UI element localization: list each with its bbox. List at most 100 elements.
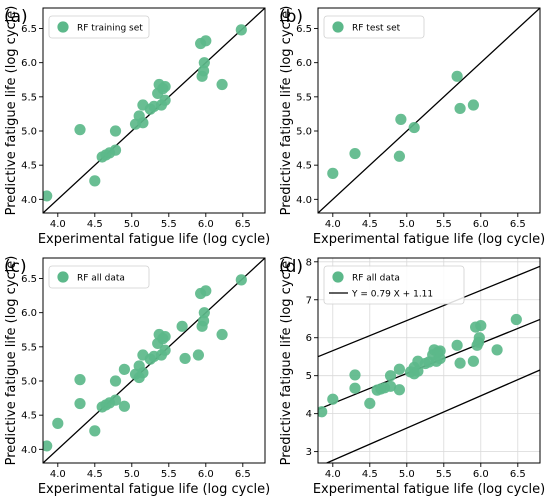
y-tick-label: 5.5	[296, 92, 312, 103]
x-tick-label: 4.0	[325, 469, 341, 480]
y-tick-label: 8	[306, 257, 312, 268]
y-axis-label: Predictive fatigue life (log cycle)	[4, 256, 19, 466]
y-axis-label: Predictive fatigue life (log cycle)	[279, 256, 294, 466]
data-point	[137, 367, 149, 379]
panel-2: 4.0 4.5 5.0 5.5 6.0 6.5 4.0 4.5 5.0 5.5 6.0 6.5 Expe…	[279, 6, 545, 247]
y-tick-label: 6.5	[21, 24, 37, 35]
legend-marker	[57, 21, 69, 33]
y-tick-label: 6.0	[21, 308, 37, 319]
data-point	[43, 440, 53, 452]
y-tick-label: 5.5	[21, 92, 37, 103]
data-point	[179, 352, 191, 365]
data-point	[43, 190, 53, 202]
panel-label: (c)	[4, 257, 27, 277]
legend-label: RF all data	[352, 274, 400, 284]
legend-label: RF test set	[352, 24, 401, 34]
data-point	[235, 24, 247, 36]
y-tick-label: 4.0	[21, 195, 37, 206]
x-tick-label: 6.5	[235, 469, 251, 480]
x-axis-label: Experimental fatigue life (log cycle)	[313, 482, 545, 497]
axes-frame	[317, 257, 541, 464]
x-tick-label: 4.5	[362, 219, 378, 230]
x-tick-label: 4.5	[87, 469, 103, 480]
legend-label: RF training set	[77, 24, 143, 34]
data-point	[159, 94, 171, 106]
y-tick-label: 7	[306, 295, 312, 306]
legend-box	[48, 15, 150, 39]
y-tick-label: 5.5	[21, 342, 37, 353]
x-tick-label: 4.5	[362, 469, 378, 480]
x-tick-label: 4.0	[50, 469, 66, 480]
data-point	[412, 365, 424, 377]
y-tick-label: 4.5	[21, 161, 37, 172]
panel-label: (a)	[4, 7, 28, 27]
data-point	[197, 65, 210, 77]
x-tick-label: 5.5	[161, 219, 177, 230]
band-line	[318, 265, 540, 358]
y-tick-label: 5.0	[296, 127, 312, 138]
data-point	[408, 121, 420, 134]
panel-4: 4.0 4.5 5.0 5.5 6.0 6.5 3 4 5 6 7 8 Experimental fat…	[279, 256, 545, 497]
data-point	[327, 393, 339, 405]
y-tick-label: 5.0	[21, 127, 37, 138]
data-point	[364, 397, 376, 409]
data-point	[176, 320, 188, 332]
panel-1: 4.0 4.5 5.0 5.5 6.0 6.5 4.0 4.5 5.0 5.5 6.0 6.5 Expe…	[4, 6, 270, 247]
y-tick-label: 4.0	[296, 195, 312, 206]
data-point	[454, 357, 466, 369]
legend-box	[48, 265, 150, 289]
x-tick-label: 6.5	[510, 219, 526, 230]
y-axis-label: Predictive fatigue life (log cycle)	[279, 6, 294, 216]
data-point	[451, 70, 463, 82]
data-point	[200, 285, 212, 297]
data-point	[349, 147, 361, 160]
y-tick-label: 6.0	[21, 58, 37, 69]
legend-box	[323, 265, 465, 305]
y-tick-label: 5.0	[21, 377, 37, 388]
legend-marker	[57, 271, 69, 283]
y-tick-label: 3	[306, 447, 312, 458]
x-tick-label: 5.0	[124, 219, 140, 230]
data-point	[89, 175, 101, 187]
x-tick-label: 6.5	[510, 469, 526, 480]
y-tick-label: 4.5	[296, 161, 312, 172]
data-point	[198, 57, 210, 69]
reference-line	[318, 8, 540, 213]
data-point	[475, 319, 487, 332]
panel-label: (d)	[279, 257, 303, 277]
data-point	[467, 355, 479, 367]
data-point	[197, 315, 210, 327]
x-axis-label: Experimental fatigue life (log cycle)	[38, 482, 270, 497]
y-tick-label: 4.0	[21, 445, 37, 456]
data-point	[451, 339, 463, 351]
data-point	[118, 363, 130, 375]
x-tick-label: 5.0	[399, 469, 415, 480]
x-tick-label: 5.5	[436, 219, 452, 230]
y-tick-label: 4	[306, 409, 312, 420]
data-point	[349, 369, 361, 381]
data-point	[384, 370, 397, 382]
data-point	[235, 274, 247, 286]
legend-marker	[332, 271, 344, 283]
data-point	[137, 117, 149, 129]
legend-box	[323, 15, 425, 39]
data-point	[52, 417, 64, 429]
data-point	[434, 345, 446, 357]
data-point	[192, 349, 204, 361]
y-tick-label: 6	[306, 333, 312, 344]
data-point	[491, 344, 503, 356]
y-tick-label: 6.0	[296, 58, 312, 69]
axes-frame	[42, 7, 266, 214]
x-tick-label: 6.5	[235, 219, 251, 230]
data-point	[467, 99, 479, 111]
data-point	[510, 313, 522, 326]
x-tick-label: 6.0	[198, 469, 214, 480]
data-point	[109, 144, 122, 156]
data-point	[318, 406, 328, 418]
data-point	[393, 363, 405, 375]
x-tick-label: 6.0	[198, 219, 214, 230]
axes-frame	[42, 257, 266, 464]
data-point	[109, 375, 122, 387]
data-point	[454, 102, 466, 115]
